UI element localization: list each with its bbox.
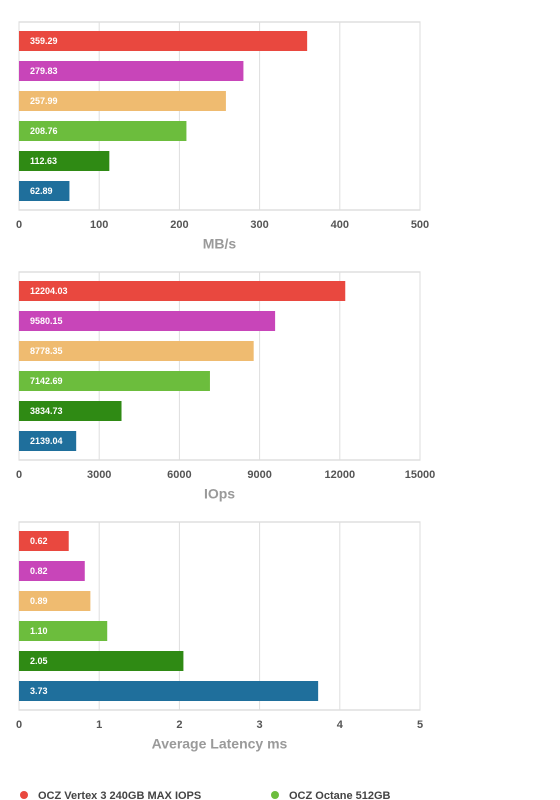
bar xyxy=(19,281,346,301)
bar-value-label: 279.83 xyxy=(30,66,58,76)
plot-area xyxy=(18,21,421,211)
bar-value-label: 0.82 xyxy=(30,566,48,576)
legend-marker xyxy=(20,791,28,799)
bar-value-label: 2139.04 xyxy=(30,436,63,446)
x-tick-label: 200 xyxy=(170,219,188,231)
x-tick-label: 0 xyxy=(16,219,22,231)
x-tick-label: 100 xyxy=(90,219,108,231)
x-tick-label: 9000 xyxy=(247,469,271,481)
plot-area xyxy=(18,271,421,461)
x-tick-label: 300 xyxy=(250,219,268,231)
bar-value-label: 112.63 xyxy=(30,156,57,166)
bar xyxy=(19,681,319,701)
x-tick-label: 6000 xyxy=(167,469,191,481)
x-tick-label: 2 xyxy=(176,719,182,731)
legend-label: OCZ Vertex 3 240GB MAX IOPS xyxy=(38,790,201,800)
bar xyxy=(19,341,254,361)
axis-title: Average Latency ms xyxy=(152,736,288,752)
bar xyxy=(19,591,91,611)
x-tick-label: 15000 xyxy=(405,469,436,481)
x-tick-label: 0 xyxy=(16,469,22,481)
bar-value-label: 208.76 xyxy=(30,126,58,136)
x-tick-label: 500 xyxy=(411,219,429,231)
legend-label: OCZ Octane 512GB xyxy=(289,790,391,800)
bar xyxy=(19,121,187,141)
bar-value-label: 257.99 xyxy=(30,96,58,106)
bar-value-label: 359.29 xyxy=(30,36,58,46)
bar-value-label: 3.73 xyxy=(30,686,48,696)
bar-value-label: 1.10 xyxy=(30,626,48,636)
bar-value-label: 0.62 xyxy=(30,536,48,546)
x-tick-label: 0 xyxy=(16,719,22,731)
bar xyxy=(19,401,122,421)
x-tick-label: 400 xyxy=(331,219,349,231)
bar-value-label: 7142.69 xyxy=(30,376,63,386)
bar xyxy=(19,31,308,51)
bar-value-label: 8778.35 xyxy=(30,346,63,356)
bar-value-label: 12204.03 xyxy=(30,286,68,296)
bar-value-label: 2.05 xyxy=(30,656,48,666)
legend-marker xyxy=(271,791,279,799)
bar xyxy=(19,61,244,81)
x-tick-label: 5 xyxy=(417,719,423,731)
bar xyxy=(19,531,69,551)
plot-area xyxy=(18,521,421,711)
x-tick-label: 1 xyxy=(96,719,102,731)
bar xyxy=(19,621,108,641)
axis-title: IOps xyxy=(204,486,235,502)
axis-title: MB/s xyxy=(203,236,237,252)
bar-value-label: 3834.73 xyxy=(30,406,63,416)
bar xyxy=(19,561,85,581)
bar xyxy=(19,371,210,391)
bar xyxy=(19,91,226,111)
bar-value-label: 9580.15 xyxy=(30,316,63,326)
x-tick-label: 4 xyxy=(337,719,344,731)
x-tick-label: 12000 xyxy=(325,469,356,481)
bar xyxy=(19,651,184,671)
bar xyxy=(19,311,276,331)
bar xyxy=(19,151,110,171)
x-tick-label: 3000 xyxy=(87,469,111,481)
bar xyxy=(19,181,70,201)
bar-value-label: 62.89 xyxy=(30,186,53,196)
x-tick-label: 3 xyxy=(257,719,263,731)
bar-value-label: 0.89 xyxy=(30,596,48,606)
bar xyxy=(19,431,77,451)
